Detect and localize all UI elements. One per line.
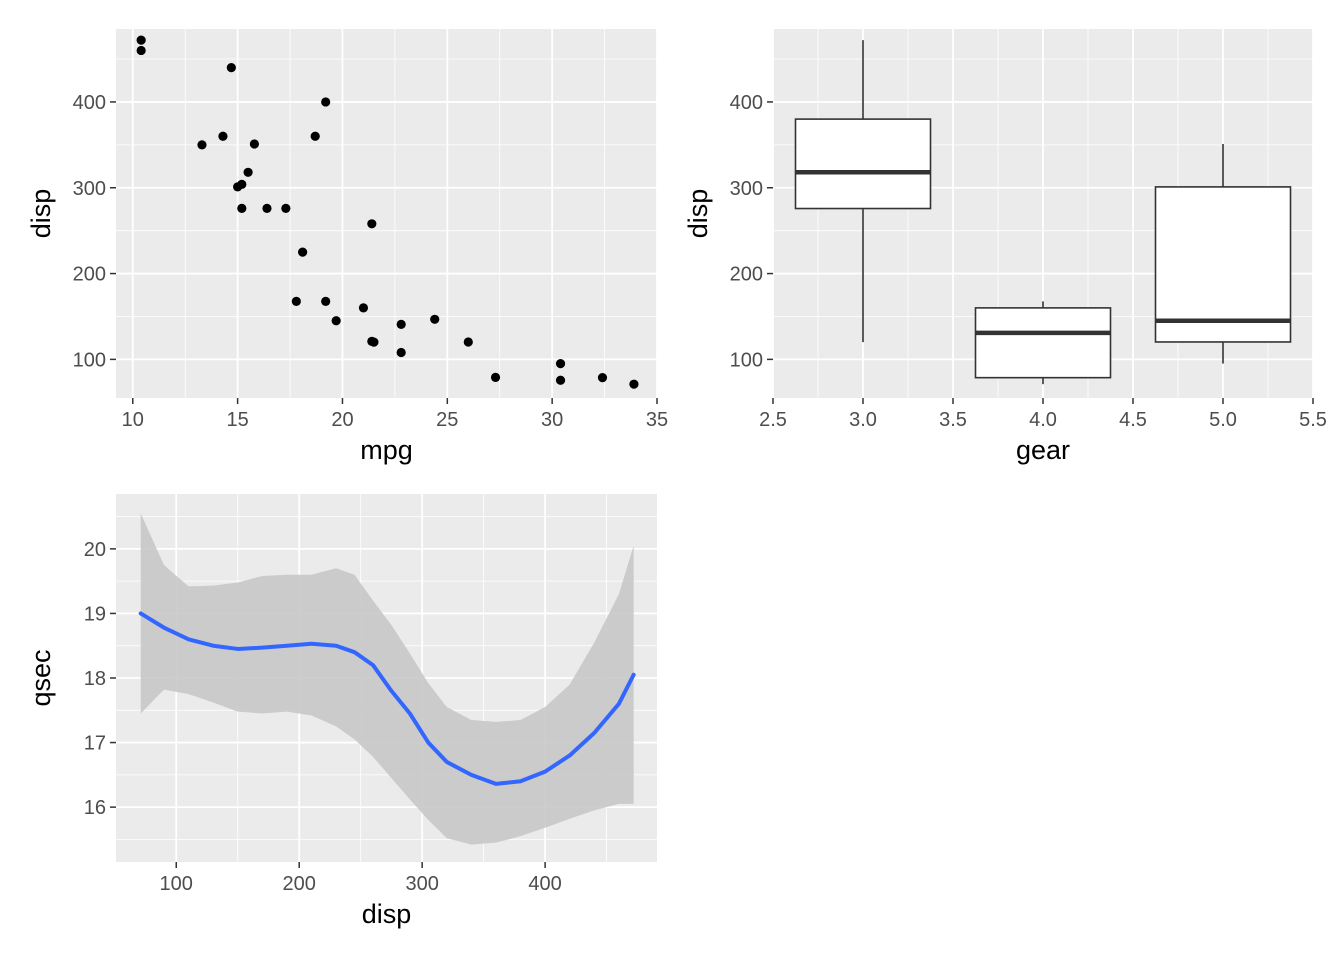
scatter-panel [116,29,657,398]
boxplot-x-title: gear [1016,435,1070,465]
scatter-point [262,203,272,213]
x-tick-label: 4.5 [1119,409,1147,431]
scatter-y-axis: 100 200 300 400 [73,92,116,371]
x-tick-label: 30 [541,409,563,431]
box-gear-3 [794,40,932,343]
smooth-y-title: qsec [26,649,56,706]
scatter-point [237,179,247,189]
scatter-point [226,63,236,73]
box-iqr [794,118,932,210]
scatter-point [291,296,301,306]
scatter-point [197,140,207,150]
smooth-x-axis: 100 200 300 400 [160,862,562,895]
scatter-point [490,372,501,383]
x-tick-label: 25 [436,409,458,431]
x-tick-label: 3.0 [849,409,877,431]
y-tick-label: 19 [84,603,106,625]
smooth-layers [138,513,636,845]
scatter-point [136,45,146,56]
x-tick-label: 35 [646,409,668,431]
y-tick-label: 400 [730,92,763,114]
y-tick-label: 200 [73,264,106,286]
x-tick-label: 100 [160,873,193,895]
boxplot-y-title: disp [683,189,713,239]
scatter-point [555,375,566,385]
x-tick-label: 15 [226,409,248,431]
y-tick-label: 300 [730,178,763,200]
y-tick-label: 16 [84,797,106,819]
x-tick-label: 200 [283,873,316,895]
smooth-line [138,611,636,786]
scatter-point [629,379,639,389]
y-tick-label: 20 [84,539,106,561]
smooth-y-axis: 16 17 18 19 20 [84,539,116,819]
y-tick-label: 17 [84,733,106,755]
x-tick-label: 400 [528,873,561,895]
scatter-point [237,203,247,213]
scatter-point [358,303,369,313]
x-tick-label: 3.5 [939,409,967,431]
scatter-point [310,131,320,141]
box-gear-4 [974,301,1112,385]
scatter-point [367,219,377,229]
confidence-ribbon [140,513,634,845]
scatter-point [396,347,406,358]
scatter-x-title: mpg [360,435,413,465]
scatter-point [369,337,379,347]
scatter-point [597,373,608,383]
scatter-point [396,319,406,329]
x-tick-label: 2.5 [759,409,787,431]
scatter-y-title: disp [26,189,56,239]
x-tick-label: 300 [405,873,438,895]
scatter-point [555,358,566,369]
scatter-point [243,167,253,177]
box-gear-5 [1154,143,1292,364]
scatter-point [298,247,308,257]
scatter-point [249,139,259,149]
y-tick-label: 400 [73,92,106,114]
y-tick-label: 300 [73,178,106,200]
scatter-point [281,203,291,213]
boxplot-x-axis: 2.5 3.0 3.5 4.0 4.5 5.0 5.5 [759,398,1327,431]
scatter-plot: 10 15 20 25 30 35 100 200 300 400 mpg disp [26,29,668,465]
scatter-point [321,97,331,107]
x-tick-label: 4.0 [1029,409,1057,431]
boxplot-boxes [794,40,1292,385]
x-tick-label: 5.0 [1209,409,1237,431]
scatter-point [331,316,341,326]
x-tick-label: 5.5 [1299,409,1327,431]
box-iqr [1154,186,1292,343]
scatter-point [218,131,228,141]
box-iqr [974,307,1112,379]
boxplot-y-axis: 100 200 300 400 [730,92,773,371]
y-tick-label: 100 [73,349,106,371]
y-tick-label: 100 [730,349,763,371]
smooth-x-title: disp [362,899,412,929]
y-tick-label: 18 [84,668,106,690]
scatter-gridlines [116,29,658,398]
scatter-point [430,314,440,324]
scatter-point [321,296,331,306]
x-tick-label: 10 [122,409,144,431]
scatter-point [136,35,146,45]
scatter-point [463,337,473,347]
scatter-points [136,35,639,389]
smooth-plot: 100 200 300 400 16 17 18 19 20 disp qsec [26,494,657,929]
scatter-x-axis: 10 15 20 25 30 35 [122,398,668,431]
y-tick-label: 200 [730,264,763,286]
x-tick-label: 20 [331,409,353,431]
